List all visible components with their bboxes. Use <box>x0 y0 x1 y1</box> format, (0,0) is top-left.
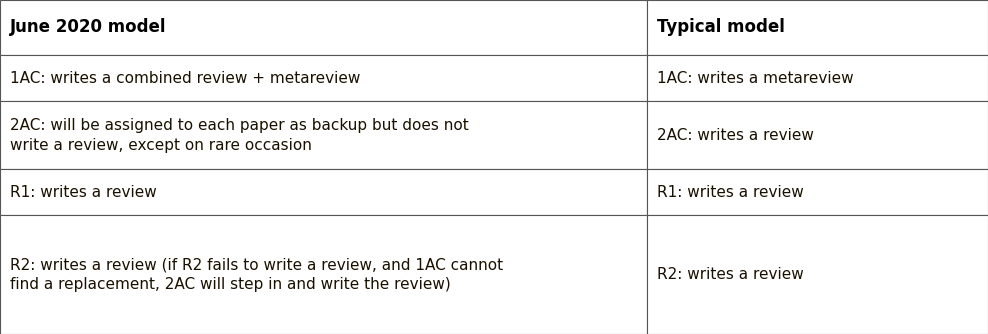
Text: R2: writes a review: R2: writes a review <box>657 267 804 282</box>
Bar <box>0 215 647 334</box>
Text: June 2020 model: June 2020 model <box>10 18 166 36</box>
Text: Typical model: Typical model <box>657 18 784 36</box>
Text: find a replacement, 2AC will step in and write the review): find a replacement, 2AC will step in and… <box>10 277 451 292</box>
Bar <box>647 55 988 101</box>
Bar <box>0 169 647 215</box>
Bar <box>0 101 647 169</box>
Bar <box>0 55 647 101</box>
Text: write a review, except on rare occasion: write a review, except on rare occasion <box>10 138 312 153</box>
Text: R2: writes a review (if R2 fails to write a review, and 1AC cannot: R2: writes a review (if R2 fails to writ… <box>10 257 503 272</box>
Bar <box>647 101 988 169</box>
Text: R1: writes a review: R1: writes a review <box>657 185 804 200</box>
Text: 2AC: will be assigned to each paper as backup but does not: 2AC: will be assigned to each paper as b… <box>10 118 468 133</box>
Bar <box>647 0 988 55</box>
Bar <box>0 0 647 55</box>
Bar <box>647 215 988 334</box>
Text: 1AC: writes a combined review + metareview: 1AC: writes a combined review + metarevi… <box>10 70 361 86</box>
Text: 1AC: writes a metareview: 1AC: writes a metareview <box>657 70 854 86</box>
Text: 2AC: writes a review: 2AC: writes a review <box>657 128 814 143</box>
Bar <box>647 169 988 215</box>
Text: R1: writes a review: R1: writes a review <box>10 185 157 200</box>
